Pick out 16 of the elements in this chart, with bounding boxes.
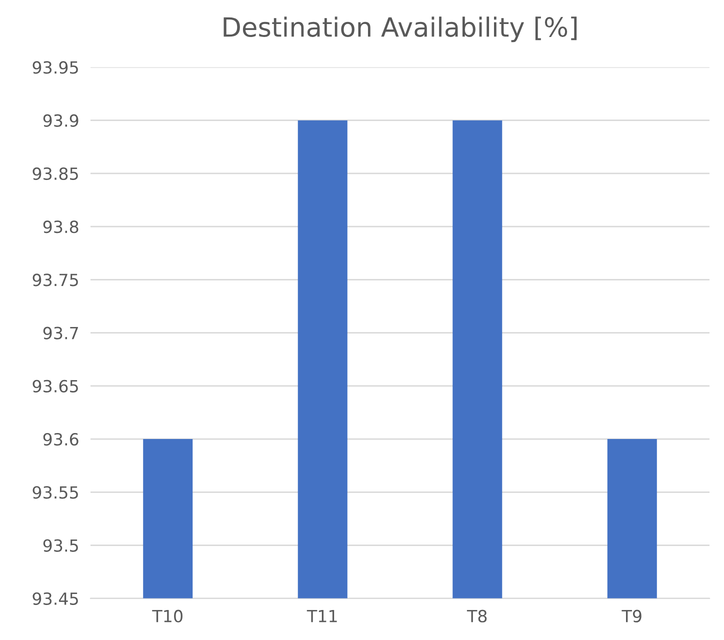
y-tick-label: 93.9 [43,114,78,127]
x-tick-label: T11 [306,610,337,622]
y-tick-label: 93.45 [32,592,78,605]
y-tick-label: 93.55 [32,486,78,499]
x-tick-label: T9 [622,610,642,622]
chart-title: Destination Availability [%] [224,16,577,42]
x-tick-label: T8 [466,610,487,622]
y-tick-label: 93.95 [32,61,78,74]
y-tick-label: 93.6 [43,433,78,446]
y-tick-label: 93.8 [43,220,78,234]
y-tick-label: 93.65 [32,380,78,392]
y-tick-label: 93.85 [32,167,78,180]
x-tick-label: T10 [152,610,182,622]
y-tick-label: 93.7 [43,326,78,340]
y-tick-label: 93.75 [32,274,78,286]
y-tick-label: 93.5 [43,539,78,552]
